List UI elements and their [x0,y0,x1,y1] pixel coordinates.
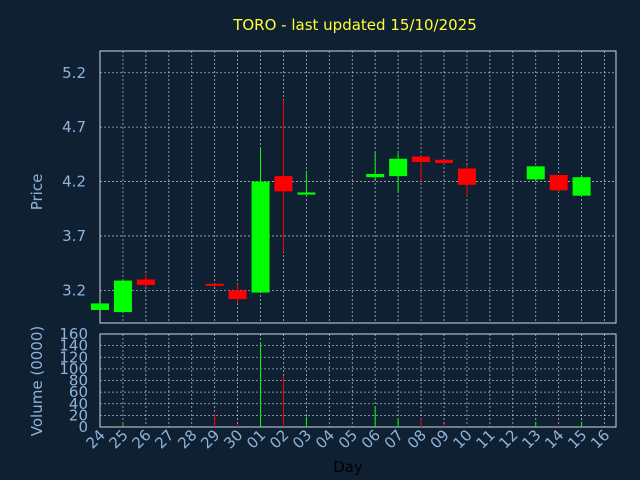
volume-tick-label: 80 [69,372,88,390]
candle-body [113,280,132,313]
volume-tick-label: 140 [59,337,88,355]
candle-body [366,173,385,178]
price-tick-label: 4.2 [62,173,86,191]
price-axis-label: Price [28,174,46,211]
candle-body [435,159,453,164]
candle-body [549,175,568,191]
candle-body [136,279,155,285]
volume-tick-label: 0 [78,418,88,436]
candle-body [228,290,247,300]
price-tick-label: 4.7 [62,118,86,136]
price-panel: 3.2 3.7 4.2 4.7 5.2 [62,50,617,324]
volume-tick-label: 20 [69,406,88,424]
candle-body [251,181,270,293]
x-tick-label: 16 [587,426,613,452]
chart-title: TORO - last updated 15/10/2025 [232,16,477,34]
volume-tick-label: 120 [59,348,88,366]
volume-tick-label: 60 [69,383,88,401]
candle-body [205,283,224,286]
price-frame [99,50,617,324]
volume-axis-label: Volume (0000) [28,326,46,436]
volume-tick-label: 40 [69,395,88,413]
price-tick-label: 5.2 [62,64,86,82]
candle-body [91,303,109,310]
price-tick-label: 3.7 [62,227,86,245]
candle-body [572,177,591,196]
candle-body [457,168,476,185]
candle-body [389,158,408,177]
candle-body [412,156,431,162]
x-axis-label: Day [333,458,363,476]
candle-body [274,176,293,192]
price-tick-label: 3.2 [62,281,86,299]
x-axis: 2425262728293001020304050607080910111213… [83,426,614,452]
volume-frame [99,333,617,428]
volume-tick-label: 160 [59,325,88,343]
candle-body [297,192,316,195]
candle-body [526,166,545,180]
volume-tick-label: 100 [59,360,88,378]
